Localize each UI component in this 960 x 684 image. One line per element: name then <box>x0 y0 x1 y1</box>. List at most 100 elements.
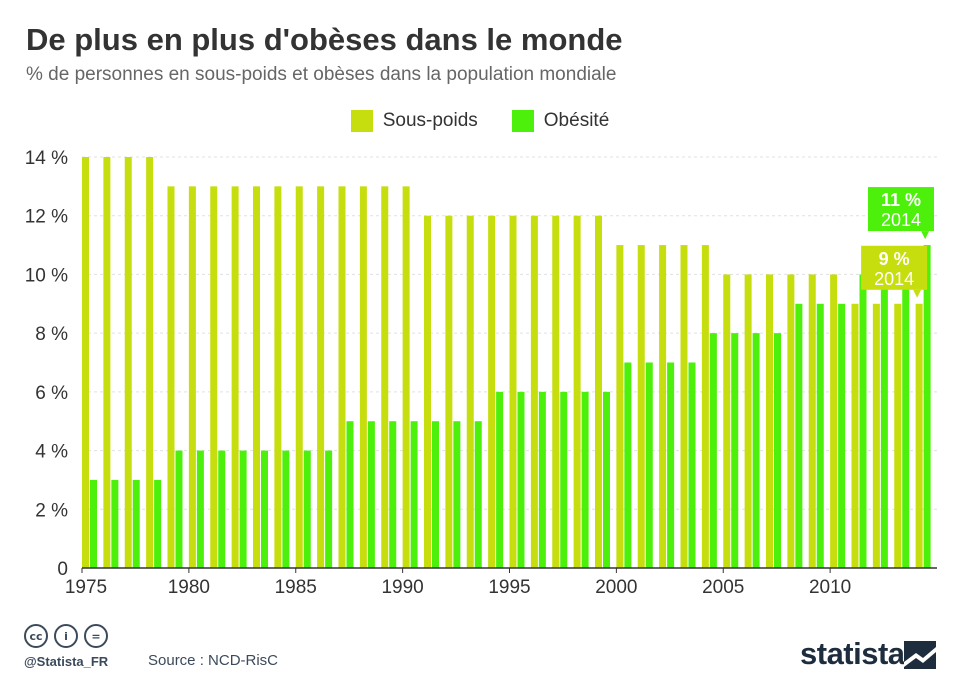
bar-obesite <box>902 274 910 568</box>
bar-obesite <box>709 333 717 568</box>
bar-sous-poids <box>274 186 282 568</box>
bar-sous-poids <box>872 303 880 568</box>
bar-sous-poids <box>317 186 325 568</box>
callout-value-label: 9 % <box>879 249 910 269</box>
bar-obesite <box>816 303 824 568</box>
attribution-icon: i <box>54 624 78 648</box>
bar-obesite <box>111 479 119 568</box>
bar-obesite <box>218 450 226 568</box>
bar-sous-poids <box>552 215 560 568</box>
bar-obesite <box>752 333 760 568</box>
bar-sous-poids <box>210 186 218 568</box>
bar-obesite <box>261 450 268 568</box>
bar-obesite <box>688 362 696 568</box>
bar-sous-poids <box>851 303 859 568</box>
bar-obesite <box>432 421 439 568</box>
y-tick-label: 0 <box>57 559 68 580</box>
cc-icon: cc <box>24 624 48 648</box>
bar-sous-poids <box>616 245 624 569</box>
bar-sous-poids <box>231 186 239 568</box>
bar-sous-poids <box>573 215 581 568</box>
legend-label-sous-poids: Sous-poids <box>382 110 478 131</box>
bar-obesite <box>667 362 675 568</box>
bar-sous-poids <box>894 303 902 568</box>
bar-sous-poids <box>402 186 410 568</box>
bar-sous-poids <box>637 245 645 569</box>
bar-sous-poids <box>167 186 175 568</box>
legend-label-obesite: Obésité <box>543 110 610 131</box>
x-tick-label: 2000 <box>595 577 637 598</box>
bar-sous-poids <box>466 215 474 568</box>
bar-sous-poids <box>595 215 602 568</box>
bar-obesite <box>603 391 610 568</box>
y-tick-label: 2 % <box>35 500 68 521</box>
bar-obesite <box>859 274 867 568</box>
bar-chart: 0 2 % 4 % 6 % 8 % 10 % 12 % 14 % 1975 1980 1985 199… <box>25 148 937 598</box>
bar-obesite <box>410 421 418 568</box>
callout-value-label: 11 % <box>881 190 921 210</box>
bar-obesite <box>282 450 290 568</box>
y-tick-label: 12 % <box>25 207 68 228</box>
x-tick-label: 1985 <box>275 577 317 598</box>
bar-obesite <box>325 450 333 568</box>
callout-box <box>868 187 934 232</box>
bar-sous-poids <box>253 186 260 568</box>
bar-sous-poids <box>124 157 132 568</box>
bar-obesite <box>838 303 846 568</box>
bar-obesite <box>496 391 504 568</box>
bar-obesite <box>560 391 568 568</box>
brand-logo-text: statista <box>800 636 905 671</box>
bar-sous-poids <box>103 157 111 568</box>
callout-year-label: 2014 <box>881 210 921 230</box>
chart-legend: Sous-poids Obésité <box>0 110 960 132</box>
callout-pointer <box>921 231 930 240</box>
chart-subtitle: % de personnes en sous-poids et obèses d… <box>26 64 617 85</box>
callout-pointer <box>913 289 922 298</box>
bar-sous-poids <box>488 215 496 568</box>
bar-obesite <box>795 303 803 568</box>
bar-obesite <box>303 450 311 568</box>
bar-sous-poids <box>787 274 795 568</box>
bar-obesite <box>624 362 632 568</box>
x-tick-label: 1990 <box>381 577 423 598</box>
callout-box <box>861 245 928 290</box>
bar-sous-poids <box>338 186 346 568</box>
bar-sous-poids <box>830 274 838 568</box>
x-tick-label: 1975 <box>65 577 107 598</box>
bar-sous-poids <box>723 274 731 568</box>
bar-obesite <box>239 450 247 568</box>
bar-obesite <box>645 362 653 568</box>
y-tick-label: 6 % <box>35 383 68 404</box>
bar-obesite <box>346 421 354 568</box>
bar-obesite <box>367 421 375 568</box>
legend-item-obesite: Obésité <box>511 110 610 132</box>
bar-sous-poids <box>680 245 688 569</box>
bar-sous-poids <box>659 245 667 569</box>
x-tick-label: 2005 <box>702 577 744 598</box>
legend-swatch-obesite <box>511 110 534 132</box>
x-tick-label: 2010 <box>809 577 851 598</box>
chart-title: De plus en plus d'obèses dans le monde <box>26 22 623 57</box>
bar-obesite <box>132 479 140 568</box>
no-derivatives-icon: = <box>84 624 108 648</box>
y-tick-label: 10 % <box>25 265 68 286</box>
bar-sous-poids <box>701 245 709 569</box>
x-tick-label: 1980 <box>168 577 210 598</box>
bar-obesite <box>517 391 525 568</box>
bar-sous-poids <box>359 186 367 568</box>
bar-obesite <box>175 450 183 568</box>
legend-swatch-sous-poids <box>350 110 373 132</box>
bar-sous-poids <box>509 215 517 568</box>
y-tick-label: 14 % <box>25 148 68 169</box>
bar-obesite <box>453 421 461 568</box>
bar-obesite <box>774 333 781 568</box>
bar-obesite <box>474 421 482 568</box>
bar-obesite <box>196 450 204 568</box>
brand-logo-icon <box>904 641 936 669</box>
bar-sous-poids <box>915 303 923 568</box>
license-icons: cc i = <box>24 624 108 648</box>
bar-obesite <box>389 421 397 568</box>
callout-year-label: 2014 <box>874 269 914 289</box>
bar-obesite <box>90 479 97 568</box>
bar-sous-poids <box>424 215 431 568</box>
